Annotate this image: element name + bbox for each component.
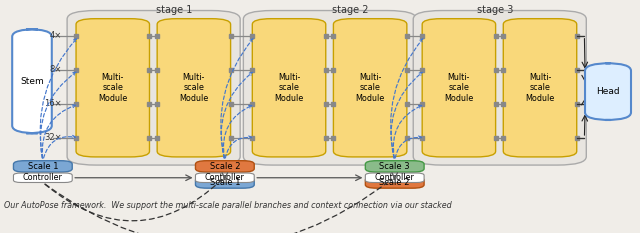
Text: Controller: Controller bbox=[205, 173, 244, 182]
FancyBboxPatch shape bbox=[422, 19, 495, 157]
FancyBboxPatch shape bbox=[195, 177, 254, 188]
FancyArrowPatch shape bbox=[390, 39, 423, 158]
Text: Scale 1: Scale 1 bbox=[209, 178, 240, 187]
FancyArrowPatch shape bbox=[42, 105, 76, 158]
Text: stage 1: stage 1 bbox=[156, 5, 193, 15]
FancyBboxPatch shape bbox=[503, 19, 577, 157]
Text: 4×: 4× bbox=[50, 31, 62, 40]
Text: stage 2: stage 2 bbox=[332, 5, 368, 15]
FancyArrowPatch shape bbox=[391, 72, 422, 158]
Text: Scale 1: Scale 1 bbox=[28, 162, 58, 171]
FancyBboxPatch shape bbox=[13, 173, 72, 182]
Text: Multi-
scale
Module: Multi- scale Module bbox=[275, 73, 303, 103]
FancyBboxPatch shape bbox=[67, 10, 240, 165]
FancyArrowPatch shape bbox=[396, 136, 421, 158]
FancyBboxPatch shape bbox=[243, 10, 417, 165]
FancyArrowPatch shape bbox=[221, 39, 253, 158]
FancyBboxPatch shape bbox=[365, 177, 424, 188]
FancyArrowPatch shape bbox=[45, 180, 222, 221]
FancyArrowPatch shape bbox=[40, 72, 76, 158]
Text: Multi-
scale
Module: Multi- scale Module bbox=[355, 73, 385, 103]
FancyBboxPatch shape bbox=[365, 161, 424, 172]
FancyBboxPatch shape bbox=[12, 29, 52, 133]
Text: 16×: 16× bbox=[44, 99, 62, 108]
Text: 8×: 8× bbox=[50, 65, 62, 74]
Text: Multi-
scale
Module: Multi- scale Module bbox=[98, 73, 127, 103]
FancyArrowPatch shape bbox=[225, 136, 252, 158]
Text: Scale 2: Scale 2 bbox=[209, 162, 240, 171]
Text: stage 3: stage 3 bbox=[477, 5, 514, 15]
FancyBboxPatch shape bbox=[365, 173, 424, 182]
FancyArrowPatch shape bbox=[221, 72, 252, 158]
FancyBboxPatch shape bbox=[195, 173, 254, 182]
Text: Scale 2: Scale 2 bbox=[380, 178, 410, 187]
FancyBboxPatch shape bbox=[413, 10, 586, 165]
FancyBboxPatch shape bbox=[76, 19, 150, 157]
Text: Controller: Controller bbox=[375, 173, 415, 182]
Text: 32×: 32× bbox=[44, 134, 62, 143]
FancyBboxPatch shape bbox=[13, 161, 72, 172]
FancyArrowPatch shape bbox=[40, 39, 77, 158]
Text: Head: Head bbox=[596, 87, 620, 96]
FancyArrowPatch shape bbox=[44, 135, 76, 158]
Text: Multi-
scale
Module: Multi- scale Module bbox=[179, 73, 209, 103]
FancyArrowPatch shape bbox=[45, 179, 392, 233]
FancyArrowPatch shape bbox=[223, 105, 252, 158]
FancyBboxPatch shape bbox=[585, 63, 631, 120]
Text: Multi-
scale
Module: Multi- scale Module bbox=[525, 73, 555, 103]
FancyArrowPatch shape bbox=[394, 105, 422, 158]
Text: Scale 3: Scale 3 bbox=[380, 162, 410, 171]
FancyBboxPatch shape bbox=[252, 19, 326, 157]
FancyBboxPatch shape bbox=[195, 161, 254, 172]
FancyBboxPatch shape bbox=[157, 19, 230, 157]
FancyBboxPatch shape bbox=[333, 19, 407, 157]
Text: Controller: Controller bbox=[23, 173, 63, 182]
Text: Our AutoPose framework.  We support the multi-scale parallel branches and contex: Our AutoPose framework. We support the m… bbox=[4, 201, 452, 210]
Text: Stem: Stem bbox=[20, 77, 44, 86]
Text: Multi-
scale
Module: Multi- scale Module bbox=[444, 73, 474, 103]
